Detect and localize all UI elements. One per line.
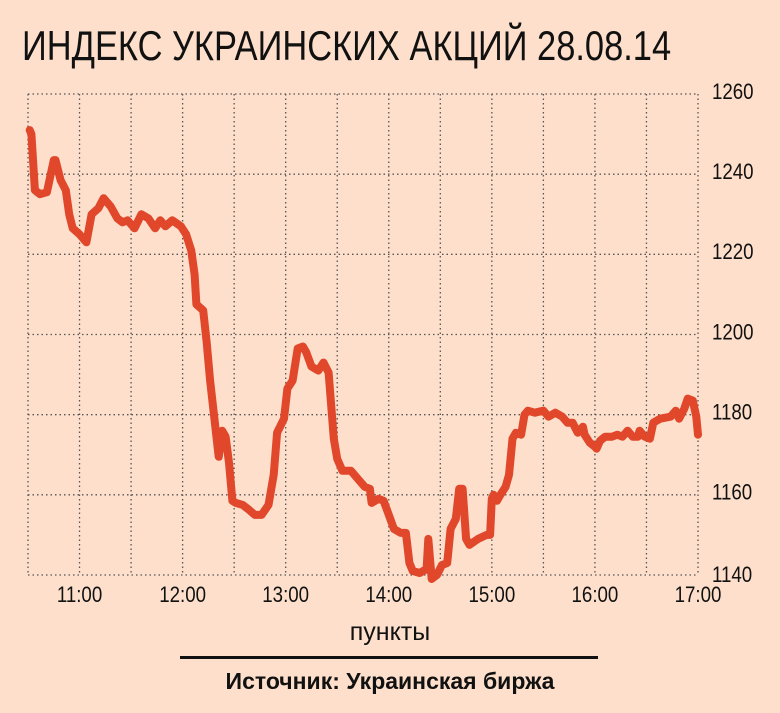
y-tick-label: 1180	[712, 401, 752, 425]
x-tick-label: 12:00	[159, 584, 206, 608]
x-tick-label: 15:00	[468, 584, 515, 608]
chart-title: ИНДЕКС УКРАИНСКИХ АКЦИЙ 28.08.14	[22, 22, 672, 69]
y-tick-label: 1160	[712, 481, 752, 505]
divider	[180, 656, 598, 659]
x-tick-label: 17:00	[675, 584, 722, 608]
x-tick-label: 14:00	[365, 584, 412, 608]
grid	[27, 93, 699, 576]
y-tick-label: 1240	[712, 161, 754, 185]
x-axis: 11:00 12:00 13:00 14:00 15:00 16:00 17:00	[57, 584, 722, 608]
y-tick-label: 1260	[712, 80, 754, 104]
y-axis: 1140 1160 1180 1200 1220 1240 1260	[712, 80, 754, 587]
x-tick-label: 13:00	[262, 584, 309, 608]
y-tick-label: 1140	[712, 563, 752, 587]
y-axis-unit: пункты	[349, 618, 431, 646]
y-tick-label: 1200	[712, 321, 754, 345]
x-tick-label: 11:00	[57, 584, 102, 608]
series-line	[25, 126, 702, 583]
y-tick-label: 1220	[712, 241, 754, 265]
source-note: Источник: Украинская биржа	[225, 668, 555, 694]
x-tick-label: 16:00	[572, 584, 619, 608]
